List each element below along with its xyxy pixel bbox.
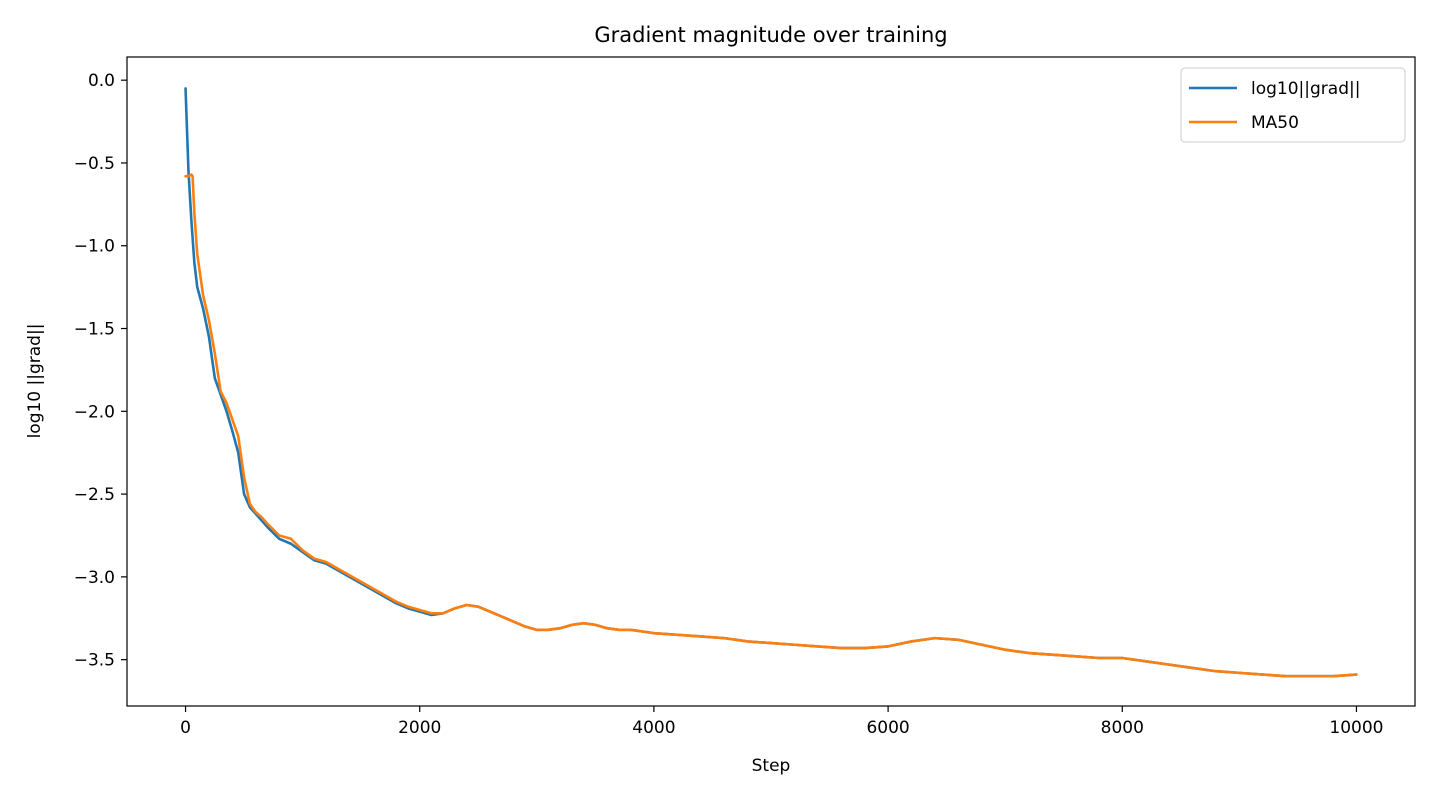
y-tick-label: −2.5 bbox=[74, 485, 115, 505]
y-tick-label: −2.0 bbox=[74, 402, 115, 422]
x-tick-label: 2000 bbox=[398, 718, 441, 738]
legend-label-grad: log10||grad|| bbox=[1251, 79, 1360, 99]
y-tick-label: −3.0 bbox=[74, 568, 115, 588]
y-tick-label: −0.5 bbox=[74, 154, 115, 174]
x-tick-label: 10000 bbox=[1329, 718, 1383, 738]
legend-label-ma50: MA50 bbox=[1251, 113, 1299, 133]
legend: log10||grad|| MA50 bbox=[1180, 67, 1406, 143]
chart-title: Gradient magnitude over training bbox=[594, 23, 947, 47]
x-tick-label: 0 bbox=[180, 718, 191, 738]
plot-area: 0 2000 4000 6000 8000 10000 0.0 −0.5 −1.0 −1.5 −2… bbox=[74, 56, 1416, 738]
y-tick-label: −3.5 bbox=[74, 651, 115, 671]
y-tick-label: 0.0 bbox=[88, 71, 115, 91]
x-tick-label: 4000 bbox=[632, 718, 675, 738]
y-axis-label: log10 ||grad|| bbox=[25, 324, 45, 439]
plot-frame bbox=[126, 56, 1416, 707]
legend-box bbox=[1180, 67, 1406, 143]
y-axis-ticks: 0.0 −0.5 −1.0 −1.5 −2.0 −2.5 −3.0 −3.5 bbox=[74, 71, 127, 671]
y-tick-label: −1.5 bbox=[74, 320, 115, 340]
series-line-ma50 bbox=[184, 173, 1358, 678]
x-axis-label: Step bbox=[752, 756, 791, 776]
x-tick-label: 6000 bbox=[866, 718, 909, 738]
x-axis-ticks: 0 2000 4000 6000 8000 10000 bbox=[180, 706, 1384, 738]
x-tick-label: 8000 bbox=[1101, 718, 1144, 738]
series-lines bbox=[184, 87, 1358, 678]
y-tick-label: −1.0 bbox=[74, 237, 115, 257]
